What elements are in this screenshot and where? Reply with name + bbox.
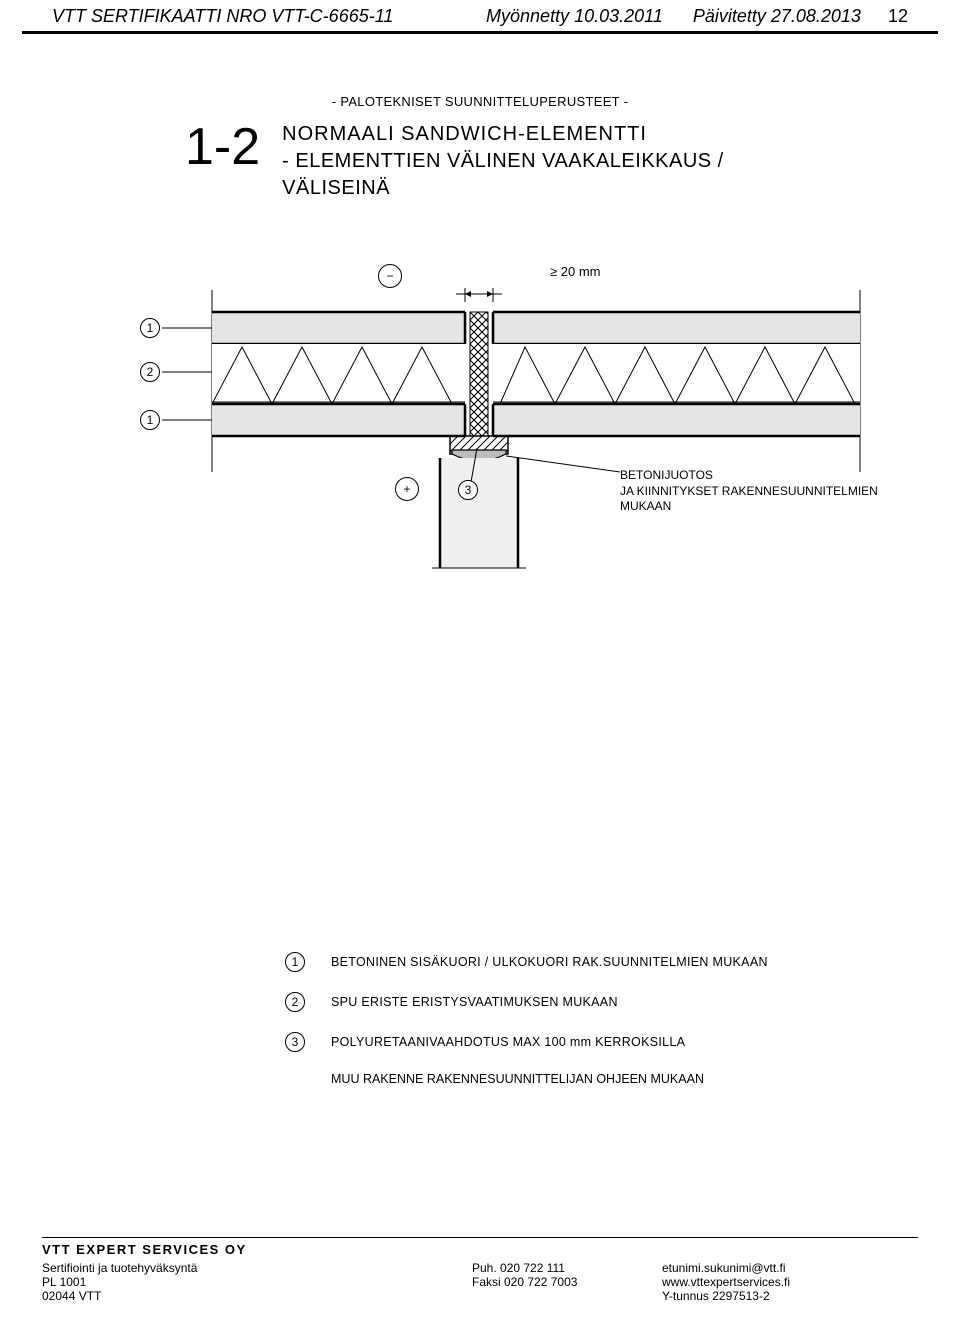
header-cert: VTT SERTIFIKAATTI NRO VTT-C-6665-11	[52, 6, 476, 27]
plus-icon: +	[395, 477, 419, 501]
footer-col1: Sertifiointi ja tuotehyväksyntä PL 1001 …	[42, 1261, 472, 1303]
page-number: 12	[866, 6, 908, 26]
callout-1-top: 1	[140, 318, 160, 338]
legend-text: POLYURETAANIVAAHDOTUS MAX 100 mm KERROKS…	[331, 1035, 685, 1049]
callout-1-bottom: 1	[140, 410, 160, 430]
header-issued: Myönnetty 10.03.2011	[476, 6, 673, 27]
footer-line: Y-tunnus 2297513-2	[662, 1289, 790, 1303]
note-line1: BETONIJUOTOS	[620, 468, 910, 484]
legend-row: 2 SPU ERISTE ERISTYSVAATIMUKSEN MUKAAN	[285, 992, 960, 1012]
minus-icon: −	[378, 264, 402, 288]
legend-text: BETONINEN SISÄKUORI / ULKOKUORI RAK.SUUN…	[331, 955, 768, 969]
legend-text: SPU ERISTE ERISTYSVAATIMUKSEN MUKAAN	[331, 995, 618, 1009]
page-header: VTT SERTIFIKAATTI NRO VTT-C-6665-11 Myön…	[22, 0, 938, 34]
header-updated-text: Päivitetty 27.08.2013	[693, 6, 861, 26]
footer-company: VTT EXPERT SERVICES OY	[42, 1242, 918, 1257]
diagram-svg	[150, 272, 910, 572]
footer-line: 02044 VTT	[42, 1289, 472, 1303]
title-block: 1-2 NORMAALI SANDWICH-ELEMENTTI - ELEMEN…	[185, 121, 960, 202]
legend-row: 1 BETONINEN SISÄKUORI / ULKOKUORI RAK.SU…	[285, 952, 960, 972]
footer-line: Faksi 020 722 7003	[472, 1275, 662, 1289]
callout-2: 2	[140, 362, 160, 382]
legend-row: 3 POLYURETAANIVAAHDOTUS MAX 100 mm KERRO…	[285, 1032, 960, 1052]
footer-columns: Sertifiointi ja tuotehyväksyntä PL 1001 …	[42, 1261, 918, 1303]
legend-num: 1	[285, 952, 305, 972]
callout-3: 3	[458, 480, 478, 500]
footer-line: www.vttexpertservices.fi	[662, 1275, 790, 1289]
legend-num: 3	[285, 1032, 305, 1052]
legend-extra: MUU RAKENNE RAKENNESUUNNITTELIJAN OHJEEN…	[331, 1072, 960, 1086]
footer-line: Sertifiointi ja tuotehyväksyntä	[42, 1261, 472, 1275]
legend: 1 BETONINEN SISÄKUORI / ULKOKUORI RAK.SU…	[285, 952, 960, 1086]
title-line1: NORMAALI SANDWICH-ELEMENTTI	[282, 121, 724, 148]
subheader: - PALOTEKNISET SUUNNITTELUPERUSTEET -	[0, 94, 960, 109]
page-footer: VTT EXPERT SERVICES OY Sertifiointi ja t…	[42, 1237, 918, 1303]
note-line2: JA KIINNITYKSET RAKENNESUUNNITELMIEN MUK…	[620, 484, 910, 515]
diagram-note: BETONIJUOTOS JA KIINNITYKSET RAKENNESUUN…	[620, 468, 910, 515]
title-line2: - ELEMENTTIEN VÄLINEN VAAKALEIKKAUS /	[282, 148, 724, 175]
footer-line: etunimi.sukunimi@vtt.fi	[662, 1261, 790, 1275]
header-updated: Päivitetty 27.08.2013 12	[673, 6, 908, 27]
dimension-label: ≥ 20 mm	[550, 264, 600, 279]
title-line3: VÄLISEINÄ	[282, 175, 724, 202]
footer-line: Puh. 020 722 111	[472, 1261, 662, 1275]
footer-col2: Puh. 020 722 111 Faksi 020 722 7003	[472, 1261, 662, 1303]
legend-num: 2	[285, 992, 305, 1012]
footer-col3: etunimi.sukunimi@vtt.fi www.vttexpertser…	[662, 1261, 790, 1303]
footer-line: PL 1001	[42, 1275, 472, 1289]
section-diagram: 1 2 1 3 − + ≥ 20 mm BETONIJUOTOS JA KIIN…	[150, 272, 910, 572]
title-number: 1-2	[185, 121, 260, 173]
title-text: NORMAALI SANDWICH-ELEMENTTI - ELEMENTTIE…	[282, 121, 724, 202]
